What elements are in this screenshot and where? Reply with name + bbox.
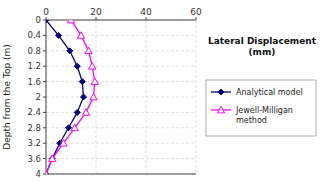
y-tick-label: 2: [36, 92, 41, 102]
y-tick-label: 2.8: [27, 123, 41, 133]
grid: [46, 20, 196, 174]
y-grid-line: [46, 35, 196, 36]
legend-label: Analytical model: [236, 88, 303, 97]
point-marker: [46, 20, 49, 23]
y-tick-label: 1.2: [27, 61, 41, 71]
legend-label-line: Jewell-Milligan: [235, 106, 293, 115]
bottom-axis-line: [46, 174, 196, 175]
x-grid-line: [46, 20, 47, 174]
y-grid-line: [46, 112, 196, 113]
x-tick-label: 40: [140, 7, 152, 17]
x-tick-label: 60: [190, 7, 202, 17]
y-axis-label: Depth from the Top (m): [2, 44, 12, 150]
point-marker: [67, 48, 73, 54]
point-marker: [74, 109, 80, 115]
point-marker: [91, 78, 98, 84]
title: Lateral Displacement(mm): [208, 36, 317, 57]
y-grid-line: [46, 97, 196, 98]
y-tick-label: 0.4: [27, 30, 41, 40]
chart: 0 20 40 60 0 0.4 0.8 1.2 1.6 2 2.4 2.8 3.2 3.6 4 Depth …: [0, 0, 322, 182]
y-grid-line: [46, 143, 196, 144]
series-line: [46, 20, 95, 174]
y-tick-label: 2.4: [27, 107, 41, 117]
y-tick-label: 0: [36, 15, 41, 25]
legend-label-line: method: [236, 116, 267, 125]
point-marker: [49, 155, 56, 161]
y-tick-label: 1.6: [27, 77, 41, 87]
point-marker: [79, 79, 85, 85]
point-marker: [74, 63, 80, 69]
series-line: [46, 20, 84, 174]
x-tick-label: 0: [43, 7, 49, 17]
legend-marker: [217, 106, 224, 112]
y-tick-label: 4: [36, 169, 41, 179]
title-line: (mm): [249, 47, 276, 57]
point-marker: [89, 63, 96, 69]
point-marker: [46, 170, 50, 174]
point-marker: [66, 125, 72, 131]
y-tick-label: 3.6: [27, 154, 41, 164]
y-grid-line: [46, 158, 196, 159]
y-grid-line: [46, 174, 196, 175]
point-marker: [82, 109, 89, 115]
legend-label-line: Analytical model: [236, 88, 303, 97]
legend-label: Jewell-Milliganmethod: [235, 106, 293, 125]
plot-area: [46, 20, 98, 174]
legend: Analytical model Jewell-Milliganmethod: [206, 80, 316, 136]
point-marker: [85, 47, 92, 53]
point-marker: [56, 32, 62, 38]
title-line: Lateral Displacement: [208, 36, 317, 46]
y-tick-label: 0.8: [27, 46, 41, 56]
point-marker: [71, 124, 78, 130]
point-marker: [90, 93, 97, 99]
point-marker: [67, 20, 74, 23]
legend-marker: [218, 89, 224, 95]
point-marker: [60, 140, 67, 146]
y-grid-line: [46, 66, 196, 67]
y-grid-line: [46, 81, 196, 82]
point-marker: [81, 94, 87, 100]
y-axis-line: [46, 20, 47, 174]
y-tick-label: 3.2: [27, 138, 41, 148]
legend-box: [206, 80, 316, 136]
x-tick-label: 20: [90, 7, 102, 17]
point-marker: [77, 32, 84, 38]
